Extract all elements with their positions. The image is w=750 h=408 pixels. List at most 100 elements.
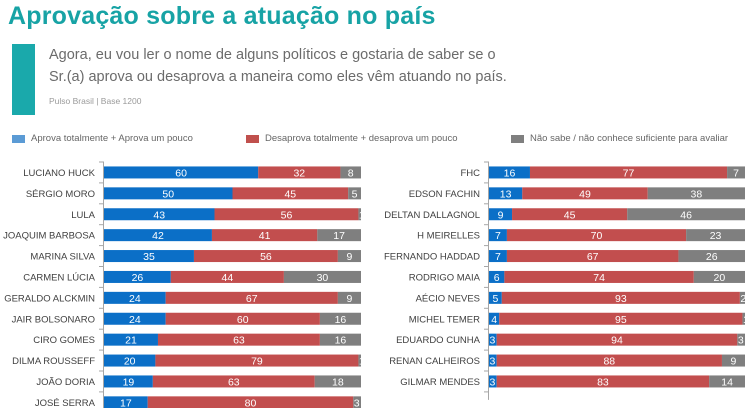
data-label: 1 <box>359 356 365 368</box>
page-title: Aprovação sobre a atuação no país <box>8 2 436 30</box>
bar-segment <box>358 208 361 221</box>
data-label: 94 <box>611 335 623 347</box>
data-label: 13 <box>500 188 512 200</box>
question-line-1: Agora, eu vou ler o nome de alguns polít… <box>49 47 496 63</box>
bar-segment <box>340 166 361 179</box>
bar-segment <box>104 270 171 283</box>
left-chart: LUCIANO HUCK 60 32 8 SÉRGIO MORO 50 45 5 LULA 43 5… <box>3 161 365 408</box>
category-label: AÉCIO NEVES <box>416 293 480 304</box>
data-label: 67 <box>587 251 599 263</box>
bar-segment <box>317 229 361 242</box>
bar-segment <box>104 375 153 388</box>
bar-segment <box>489 229 507 242</box>
data-label: 18 <box>332 376 344 388</box>
data-label: 70 <box>591 230 603 242</box>
bar-segment <box>165 312 320 325</box>
data-label: 79 <box>251 356 263 368</box>
bar-segment <box>721 354 745 367</box>
category-label: SÉRGIO MORO <box>26 189 95 200</box>
data-label: 9 <box>347 293 353 305</box>
category-label: MICHEL TEMER <box>409 314 480 325</box>
bar-segment <box>489 291 502 304</box>
survey-question: Agora, eu vou ler o nome de alguns polít… <box>49 44 569 88</box>
bar-segment <box>489 270 505 283</box>
data-label: 26 <box>706 251 718 263</box>
data-label: 35 <box>143 251 155 263</box>
bar-segment <box>155 354 359 367</box>
bar-segment <box>678 250 745 263</box>
legend-swatch-dont-know <box>511 134 524 143</box>
category-label: GERALDO ALCKMIN <box>4 293 95 304</box>
bar-segment <box>152 375 315 388</box>
data-label: 3 <box>738 335 744 347</box>
bar-segment <box>489 187 523 200</box>
category-label: MARINA SILVA <box>30 252 95 263</box>
data-label: 3 <box>490 335 496 347</box>
bar-segment <box>739 291 745 304</box>
data-label: 50 <box>162 188 174 200</box>
accent-bar <box>12 44 35 115</box>
bar-segment <box>104 312 166 325</box>
bar-segment <box>506 250 679 263</box>
bar-segment <box>501 291 740 304</box>
bar-segment <box>104 354 156 367</box>
category-label: GILMAR MENDES <box>400 377 480 388</box>
category-label: JOSÉ SERRA <box>35 398 96 408</box>
data-label: 42 <box>152 230 164 242</box>
bar-segment <box>686 229 745 242</box>
data-label: 17 <box>333 230 345 242</box>
data-label: 24 <box>129 314 141 326</box>
category-label: EDUARDO CUNHA <box>396 335 481 346</box>
bar-segment <box>157 333 320 346</box>
legend-label-disapprove: Desaprova totalmente + desaprova um pouc… <box>265 133 458 144</box>
data-label: 95 <box>615 314 627 326</box>
data-label: 93 <box>615 293 627 305</box>
bar-segment <box>104 250 194 263</box>
bar-segment <box>522 187 648 200</box>
category-label: RODRIGO MAIA <box>409 272 481 283</box>
data-label: 7 <box>733 167 739 179</box>
bar-segment <box>104 396 148 408</box>
category-label: CARMEN LÚCIA <box>23 272 95 283</box>
category-label: LULA <box>71 210 95 221</box>
category-label: CIRO GOMES <box>33 335 95 346</box>
data-label: 60 <box>175 167 187 179</box>
bar-segment <box>489 333 497 346</box>
bar-segment <box>506 229 687 242</box>
bar-segment <box>647 187 745 200</box>
bar-segment <box>353 396 361 408</box>
legend-swatch-approve <box>12 134 25 143</box>
legend-item-disapprove: Desaprova totalmente + desaprova um pouc… <box>246 133 458 144</box>
bar-segment <box>104 333 158 346</box>
data-label: 77 <box>623 167 635 179</box>
data-label: 83 <box>597 376 609 388</box>
category-label: RENAN CALHEIROS <box>389 356 480 367</box>
bar-segment <box>104 229 212 242</box>
bar-segment <box>727 166 745 179</box>
data-label: 2 <box>740 293 746 305</box>
category-label: DELTAN DALLAGNOL <box>384 210 480 221</box>
bar-segment <box>489 208 513 221</box>
data-label: 63 <box>228 376 240 388</box>
bar-segment <box>709 375 745 388</box>
bar-segment <box>489 250 507 263</box>
category-label: JAIR BOLSONARO <box>12 314 95 325</box>
data-label: 16 <box>335 335 347 347</box>
data-label: 44 <box>222 272 234 284</box>
data-label: 3 <box>490 356 496 368</box>
category-label: JOAQUIM BARBOSA <box>3 231 96 242</box>
data-label: 8 <box>348 167 354 179</box>
bar-segment <box>529 166 728 179</box>
bar-segment <box>319 333 361 346</box>
data-label: 74 <box>593 272 605 284</box>
data-label: 7 <box>495 251 501 263</box>
data-label: 45 <box>564 209 576 221</box>
bar-segment <box>319 312 361 325</box>
category-label: DILMA ROUSSEFF <box>12 356 95 367</box>
data-label: 3 <box>490 376 496 388</box>
legend-label-approve: Aprova totalmente + Aprova um pouco <box>31 133 193 144</box>
bar-segment <box>314 375 361 388</box>
bar-segment <box>496 354 722 367</box>
bar-segment <box>283 270 361 283</box>
category-label: EDSON FACHIN <box>409 189 480 200</box>
